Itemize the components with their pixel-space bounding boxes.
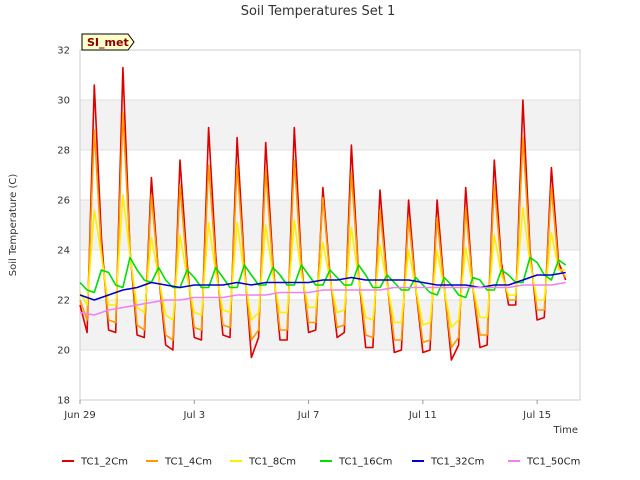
series-line-TC1_32Cm <box>79 271 566 301</box>
badge-shape <box>81 33 135 51</box>
y-tick-label: 32 <box>57 46 70 57</box>
y-axis-ticks: 18 20 22 24 26 28 30 32 <box>57 46 70 407</box>
badge-label: SI_met <box>87 36 129 49</box>
y-tick-label: 22 <box>57 296 70 307</box>
y-tick-label: 26 <box>57 196 70 207</box>
x-tick-label: Jul 3 <box>182 410 205 421</box>
legend-label: TC1_4Cm <box>164 457 212 468</box>
legend: TC1_2Cm TC1_4Cm TC1_8Cm TC1_16Cm TC1_32Cm TC1… <box>62 457 580 468</box>
station-badge: SI_met <box>81 33 135 51</box>
series-lines <box>79 66 567 361</box>
x-axis-ticks: Jun 29 Jul 3 Jul 7 Jul 11 Jul 15 <box>63 400 551 421</box>
y-tick-label: 18 <box>57 396 70 407</box>
legend-label: TC1_50Cm <box>526 457 580 468</box>
y-tick-label: 30 <box>57 96 70 107</box>
x-tick-label: Jul 11 <box>408 410 437 421</box>
y-tick-label: 28 <box>57 146 70 157</box>
grid-band <box>80 350 580 400</box>
legend-label: TC1_16Cm <box>338 457 392 468</box>
grid-band <box>80 150 580 200</box>
x-tick-label: Jul 7 <box>297 410 320 421</box>
grid-band <box>80 300 580 350</box>
plot-frame <box>79 49 581 401</box>
y-tick-label: 24 <box>57 246 70 257</box>
y-axis-label: Soil Temperature (C) <box>8 174 19 277</box>
legend-label: TC1_32Cm <box>430 457 484 468</box>
series-line-TC1_4Cm <box>79 111 567 349</box>
grid-band <box>80 100 580 150</box>
grid-band <box>80 50 580 100</box>
legend-label: TC1_2Cm <box>80 457 128 468</box>
series-line-TC1_50Cm <box>79 281 566 316</box>
y-tick-label: 20 <box>57 346 70 357</box>
x-tick-label: Jun 29 <box>63 410 96 421</box>
legend-label: TC1_8Cm <box>248 457 296 468</box>
chart-title: Soil Temperatures Set 1 <box>241 4 396 19</box>
x-axis-label: Time <box>553 425 578 436</box>
x-tick-label: Jul 15 <box>522 410 551 421</box>
series-line-TC1_8Cm <box>79 194 566 329</box>
